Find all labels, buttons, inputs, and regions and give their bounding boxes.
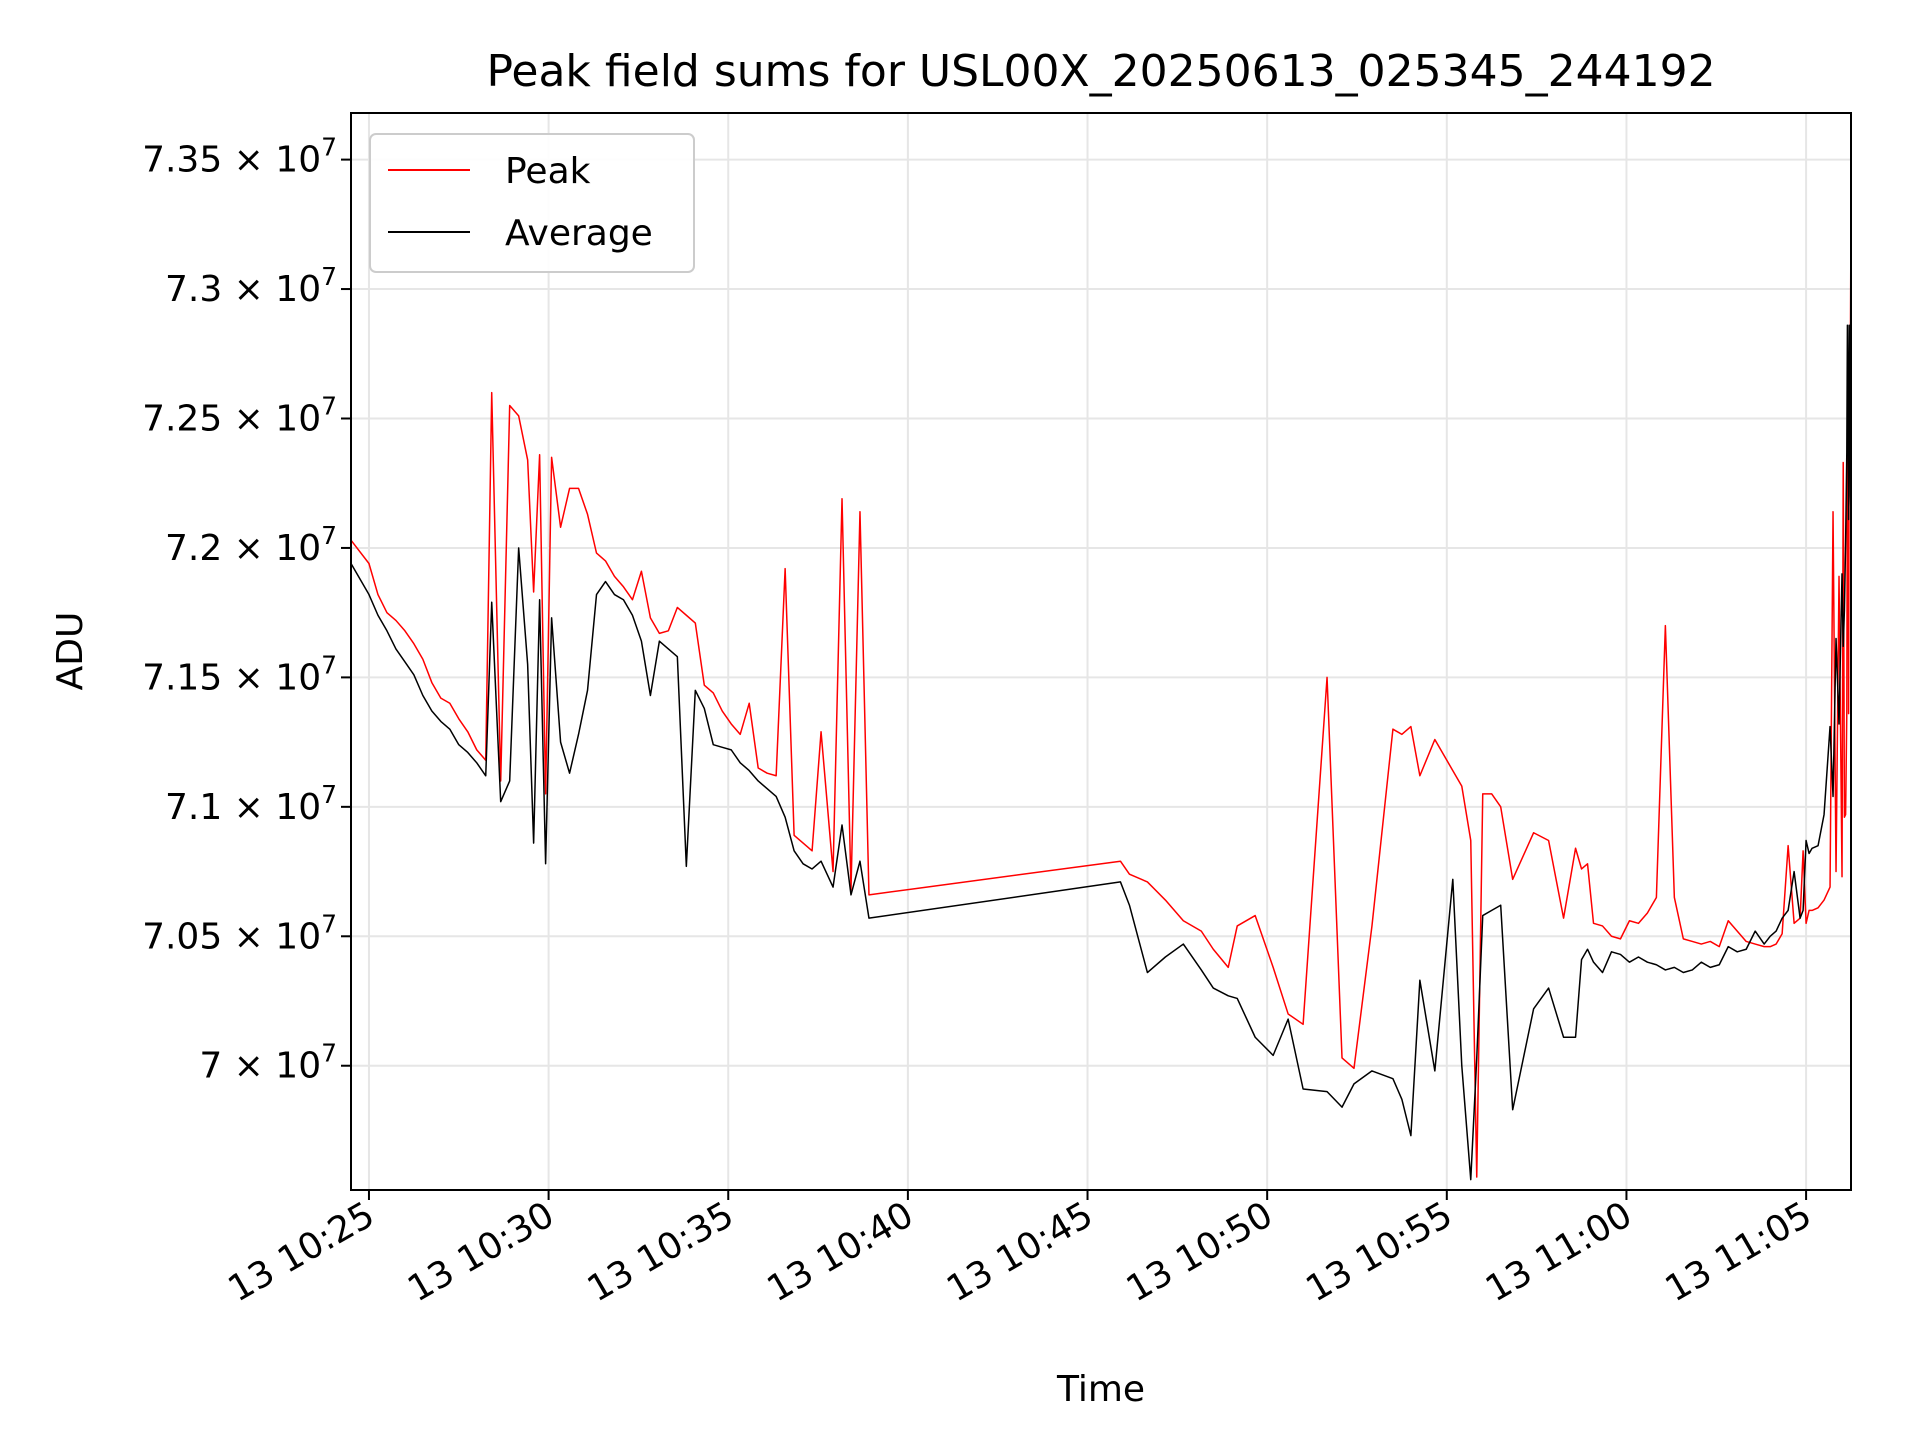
y-tick-mantissa: 7.05	[142, 916, 222, 957]
legend-box	[369, 133, 695, 273]
chart-title: Peak field sums for USL00X_20250613_0253…	[486, 46, 1715, 97]
series-lines	[350, 213, 1852, 1181]
y-tick-label: 7.15 × 107	[142, 650, 337, 698]
y-tick-mantissa: 7.2	[165, 528, 222, 569]
y-tick-label: 7.2 × 107	[165, 521, 337, 569]
y-tick-mantissa: 7.35	[142, 140, 222, 181]
y-axis-label: ADU	[50, 612, 91, 691]
peak-series-line	[350, 213, 1852, 1178]
y-tick-multiplier: × 10	[222, 140, 321, 181]
legend: Peak Average	[369, 133, 695, 273]
y-tick-exponent: 7	[321, 1039, 337, 1068]
y-tick-mantissa: 7.1	[165, 787, 222, 828]
y-tick-label: 7.05 × 107	[142, 909, 337, 957]
y-tick-mantissa: 7.25	[142, 398, 222, 439]
y-tick-multiplier: × 10	[222, 269, 321, 310]
y-tick-exponent: 7	[321, 650, 337, 679]
y-tick-label: 7.1 × 107	[165, 780, 337, 828]
y-tick-exponent: 7	[321, 133, 337, 162]
y-tick-multiplier: × 10	[222, 657, 321, 698]
y-tick-label: 7.25 × 107	[142, 391, 337, 439]
average-series-line	[350, 324, 1852, 1181]
y-tick-multiplier: × 10	[222, 528, 321, 569]
y-tick-mantissa: 7	[199, 1046, 222, 1087]
y-tick-exponent: 7	[321, 521, 337, 550]
y-tick-mantissa: 7.3	[165, 269, 222, 310]
y-tick-exponent: 7	[321, 262, 337, 291]
legend-peak-label: Peak	[505, 151, 591, 192]
y-tick-multiplier: × 10	[222, 787, 321, 828]
y-tick-label: 7 × 107	[199, 1039, 337, 1087]
y-tick-label: 7.3 × 107	[165, 262, 337, 310]
legend-average-label: Average	[505, 213, 653, 254]
y-tick-mantissa: 7.15	[142, 657, 222, 698]
y-tick-exponent: 7	[321, 391, 337, 420]
plot-frame	[350, 112, 1852, 1191]
y-tick-exponent: 7	[321, 780, 337, 809]
y-tick-multiplier: × 10	[222, 1046, 321, 1087]
y-tick-label: 7.35 × 107	[142, 133, 337, 181]
y-tick-exponent: 7	[321, 909, 337, 938]
y-tick-multiplier: × 10	[222, 398, 321, 439]
grid-lines	[351, 113, 1851, 1190]
x-axis-label: Time	[1056, 1369, 1145, 1410]
y-tick-multiplier: × 10	[222, 916, 321, 957]
